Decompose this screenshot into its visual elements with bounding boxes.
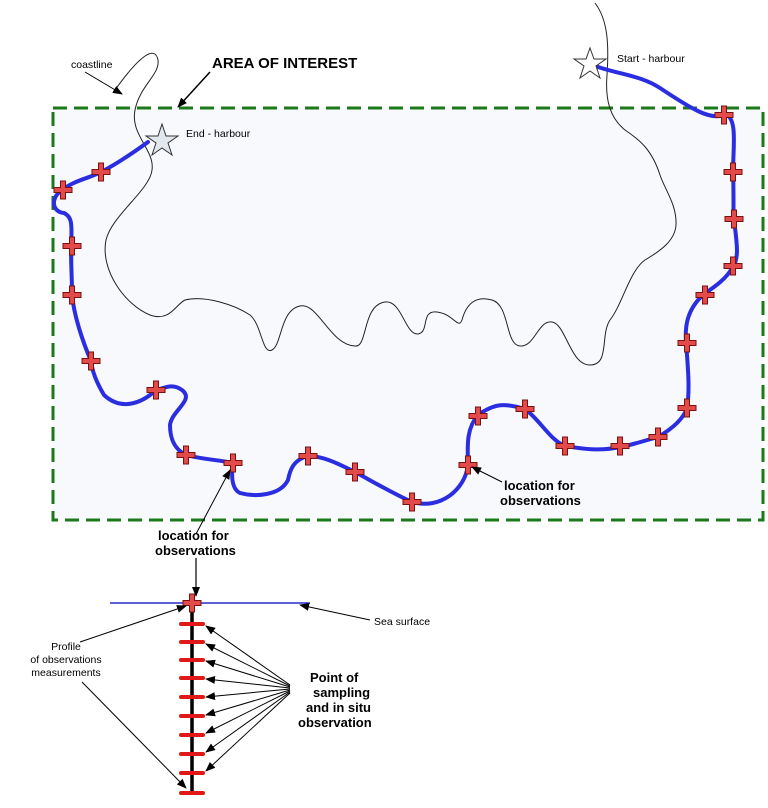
sampling-arrow: [205, 692, 291, 772]
location-bottom-up-arrow: [195, 469, 231, 535]
sampling-arrow: [205, 688, 291, 701]
sampling-arrow: [205, 675, 291, 689]
coastline-label: coastline: [71, 59, 113, 71]
location-label-bottom-line2: observations: [155, 543, 236, 558]
sampling-arrow: [205, 643, 291, 687]
area-title-arrow: [177, 71, 211, 108]
surface-observation-marker: [182, 593, 202, 613]
profile-label-line1: Profile: [51, 641, 81, 653]
sampling-arrows: [205, 625, 291, 772]
sampling-arrow: [205, 689, 291, 717]
location-right-arrow: [471, 466, 503, 483]
location-label-bottom-line1: location for: [158, 528, 229, 543]
sea-surface-label: Sea surface: [374, 616, 430, 628]
end-harbour-star-icon: [144, 122, 180, 157]
profile-label-line2: of observations: [30, 654, 101, 666]
sampling-arrow: [205, 690, 291, 734]
coastline-arrow: [84, 71, 123, 95]
coastline: [104, 2, 677, 366]
start-harbour-label: Start - harbour: [617, 53, 685, 65]
sampling-label-line2: sampling: [313, 685, 370, 700]
profile-label-line3: measurements: [31, 667, 100, 679]
end-harbour-label: End - harbour: [186, 128, 251, 140]
sampling-label-line3: and in situ: [306, 700, 371, 715]
profile-arrow-bottom: [81, 681, 187, 789]
sampling-label-line1: Point of: [310, 670, 359, 685]
sampling-label-line4: observation: [298, 715, 372, 730]
profile-arrow-top: [79, 605, 187, 643]
sampling-arrow: [205, 625, 291, 686]
sampling-arrow: [205, 659, 291, 688]
location-label-right-line2: observations: [500, 493, 581, 508]
area-title: AREA OF INTEREST: [212, 55, 357, 72]
sea-surface-arrow: [299, 602, 371, 621]
start-harbour-star-icon: [572, 46, 608, 80]
area-of-interest-box: [51, 106, 765, 522]
location-label-right-line1: location for: [504, 478, 575, 493]
sampling-arrow: [205, 691, 291, 753]
sampling-points: [179, 622, 205, 795]
